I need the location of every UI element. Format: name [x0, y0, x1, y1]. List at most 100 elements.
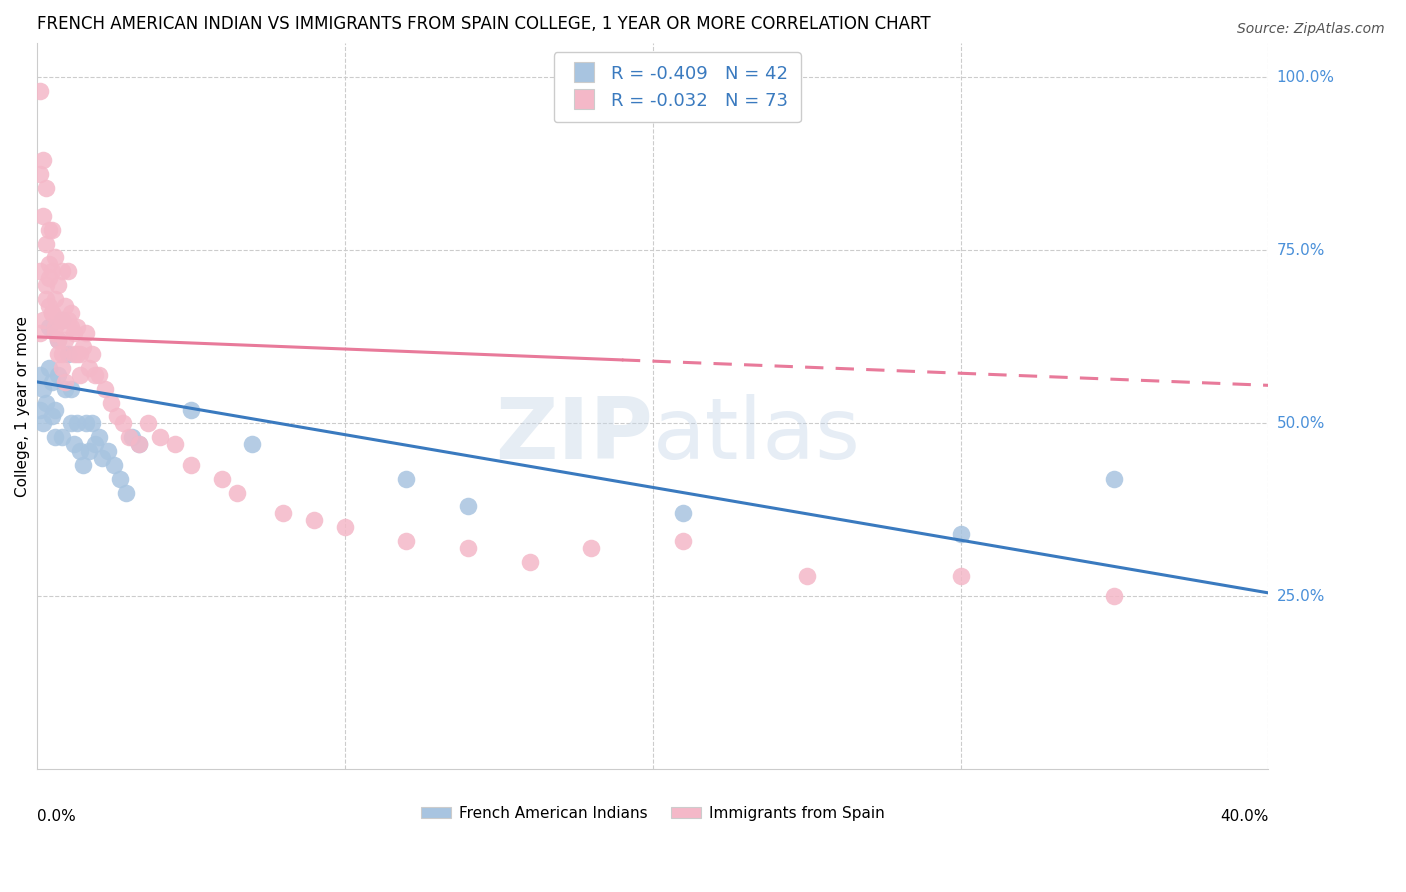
Point [796, 568, 818, 582]
Text: 100.0%: 100.0% [1277, 70, 1334, 85]
Point [35, 278, 58, 293]
Point [51, 430, 73, 444]
Point [121, 430, 143, 444]
Point [69, 368, 91, 382]
Point [457, 541, 479, 555]
Point [28, 326, 51, 341]
Point [63, 437, 86, 451]
Point [35, 395, 58, 409]
Legend: French American Indians, Immigrants from Spain: French American Indians, Immigrants from… [415, 800, 890, 827]
Point [271, 506, 294, 520]
Point [100, 395, 122, 409]
Point [48, 334, 70, 348]
Point [112, 417, 135, 431]
Point [38, 257, 60, 271]
Text: 25.0%: 25.0% [1277, 589, 1324, 604]
Point [38, 361, 60, 376]
Text: 75.0%: 75.0% [1277, 243, 1324, 258]
Point [48, 334, 70, 348]
Text: 0.0%: 0.0% [37, 809, 76, 824]
Point [28, 368, 51, 382]
Point [75, 326, 97, 341]
Point [59, 306, 82, 320]
Point [28, 167, 51, 181]
Point [84, 437, 107, 451]
Point [128, 437, 150, 451]
Point [41, 375, 63, 389]
Point [84, 368, 107, 382]
Point [44, 326, 66, 341]
Point [35, 181, 58, 195]
Point [38, 319, 60, 334]
Point [48, 278, 70, 293]
Point [41, 409, 63, 424]
Point [66, 347, 89, 361]
Point [226, 485, 249, 500]
Point [56, 264, 79, 278]
Point [457, 500, 479, 514]
Point [333, 520, 356, 534]
Point [149, 430, 172, 444]
Point [53, 375, 76, 389]
Point [79, 444, 101, 458]
Point [103, 458, 125, 472]
Point [108, 472, 131, 486]
Point [56, 312, 79, 326]
Point [56, 347, 79, 361]
Point [51, 312, 73, 326]
Point [165, 437, 187, 451]
Point [59, 417, 82, 431]
Point [51, 312, 73, 326]
Point [63, 326, 86, 341]
Point [105, 409, 128, 424]
Point [44, 319, 66, 334]
Y-axis label: College, 1 year or more: College, 1 year or more [15, 316, 30, 497]
Point [38, 222, 60, 236]
Text: 50.0%: 50.0% [1277, 416, 1324, 431]
Point [302, 513, 325, 527]
Point [242, 437, 264, 451]
Point [949, 568, 972, 582]
Point [128, 437, 150, 451]
Point [59, 382, 82, 396]
Point [38, 271, 60, 285]
Point [28, 264, 51, 278]
Point [44, 402, 66, 417]
Point [66, 319, 89, 334]
Point [949, 527, 972, 541]
Point [69, 444, 91, 458]
Point [90, 450, 112, 465]
Point [32, 382, 55, 396]
Point [66, 417, 89, 431]
Point [79, 361, 101, 376]
Text: atlas: atlas [652, 393, 860, 476]
Point [180, 402, 202, 417]
Point [48, 368, 70, 382]
Point [44, 292, 66, 306]
Point [35, 236, 58, 251]
Point [1104, 472, 1126, 486]
Point [211, 472, 233, 486]
Point [41, 306, 63, 320]
Point [38, 299, 60, 313]
Point [672, 506, 695, 520]
Point [48, 312, 70, 326]
Point [32, 209, 55, 223]
Point [35, 292, 58, 306]
Point [63, 347, 86, 361]
Point [75, 417, 97, 431]
Point [519, 555, 541, 569]
Point [51, 361, 73, 376]
Point [44, 251, 66, 265]
Point [72, 458, 94, 472]
Point [136, 417, 159, 431]
Point [59, 319, 82, 334]
Point [115, 485, 138, 500]
Point [51, 347, 73, 361]
Point [69, 347, 91, 361]
Point [32, 417, 55, 431]
Point [32, 153, 55, 168]
Point [51, 264, 73, 278]
Point [44, 430, 66, 444]
Point [32, 312, 55, 326]
